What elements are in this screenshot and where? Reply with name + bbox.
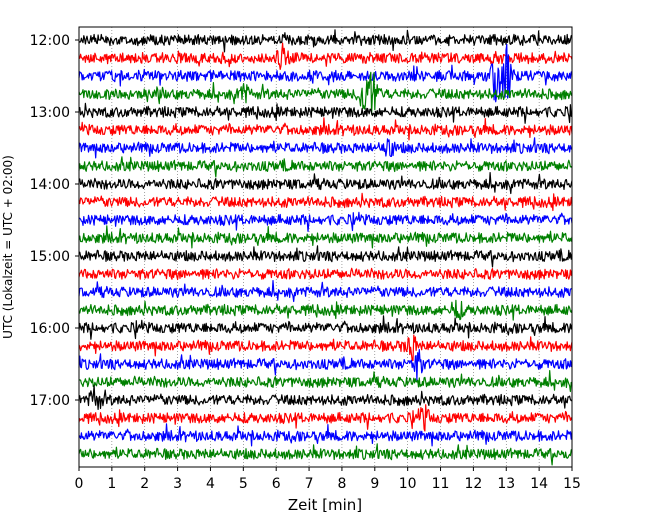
x-tick-label: 7: [305, 476, 314, 492]
seismic-trace: [78, 370, 573, 393]
x-tick-label: 1: [107, 476, 116, 492]
seismic-trace: [78, 211, 573, 232]
seismic-trace: [78, 117, 573, 141]
x-tick-label: 3: [173, 476, 182, 492]
y-axis-ticks: 12:00 13:00 14:00 15:00 16:00 17:00: [30, 33, 79, 409]
y-axis-label: UTC (Lokalzeit = UTC + 02:00): [1, 155, 15, 339]
x-tick-label: 4: [206, 476, 215, 492]
x-tick-label: 2: [140, 476, 149, 492]
seismic-trace: [78, 384, 573, 410]
x-axis-ticks: 0 1 2 3 4 5 6 7 8 9 10 11 12 13 14 15: [75, 467, 581, 492]
y-tick-label: 16:00: [30, 321, 70, 337]
plot-frame: [78, 26, 573, 468]
vertical-grid: [111, 27, 540, 467]
x-tick-label: 10: [399, 476, 417, 492]
y-tick-label: 12:00: [30, 33, 70, 49]
seismic-trace: [78, 404, 573, 432]
seismic-trace: [78, 267, 573, 281]
x-axis-label: Zeit [min]: [288, 496, 362, 514]
seismic-trace: [78, 43, 573, 103]
seismic-trace: [78, 156, 573, 178]
x-tick-label: 15: [563, 476, 581, 492]
y-tick-label: 13:00: [30, 105, 70, 121]
seismic-trace: [78, 315, 573, 340]
x-tick-label: 5: [239, 476, 248, 492]
x-tick-label: 6: [272, 476, 281, 492]
x-tick-label: 13: [497, 476, 515, 492]
y-tick-label: 15:00: [30, 249, 70, 265]
seismic-trace: [78, 225, 573, 249]
y-tick-label: 17:00: [30, 393, 70, 409]
seismic-trace: [79, 245, 573, 268]
seismic-trace: [78, 423, 573, 447]
seismic-traces: [78, 29, 573, 466]
seismic-trace: [78, 42, 573, 70]
seismic-trace: [78, 192, 573, 212]
seismic-trace: [78, 29, 573, 53]
x-tick-label: 8: [337, 476, 346, 492]
x-tick-label: 12: [464, 476, 482, 492]
x-tick-label: 9: [370, 476, 379, 492]
seismic-trace: [78, 137, 573, 159]
seismic-trace: [78, 443, 572, 466]
seismic-trace: [78, 349, 573, 381]
seismic-trace: [78, 334, 573, 362]
x-tick-label: 0: [75, 476, 84, 492]
seismic-trace: [78, 172, 573, 195]
x-tick-label: 14: [530, 476, 548, 492]
seismic-trace: [78, 71, 573, 115]
y-tick-label: 14:00: [30, 177, 70, 193]
seismic-trace: [78, 102, 573, 124]
seismic-trace: [78, 299, 573, 321]
seismic-trace: [78, 280, 573, 303]
x-tick-label: 11: [432, 476, 450, 492]
